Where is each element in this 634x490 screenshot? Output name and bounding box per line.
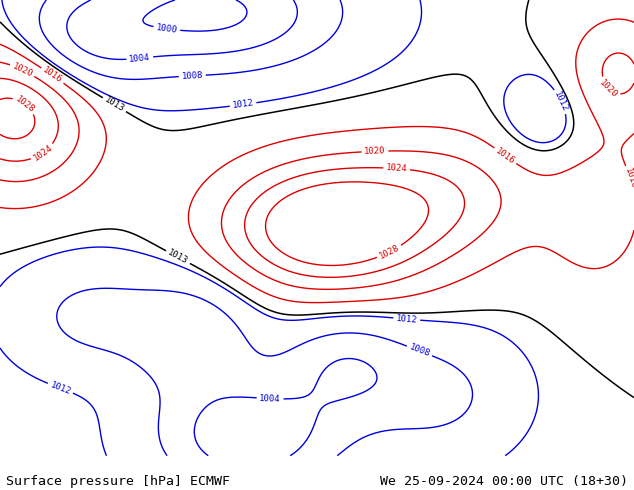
Text: 1008: 1008 [181, 71, 204, 81]
Text: 1020: 1020 [598, 78, 619, 99]
Text: 1024: 1024 [32, 143, 54, 163]
Text: 1012: 1012 [396, 314, 418, 324]
Text: Surface pressure [hPa] ECMWF: Surface pressure [hPa] ECMWF [6, 474, 230, 488]
Text: 1012: 1012 [232, 98, 254, 110]
Text: 1013: 1013 [103, 96, 126, 114]
Text: 1012: 1012 [552, 90, 570, 113]
Text: 1028: 1028 [13, 94, 36, 114]
Text: 1004: 1004 [259, 393, 281, 403]
Text: 1020: 1020 [11, 61, 34, 79]
Text: 1016: 1016 [41, 66, 64, 85]
Text: 1024: 1024 [385, 163, 408, 174]
Text: 1012: 1012 [49, 380, 72, 396]
Text: We 25-09-2024 00:00 UTC (18+30): We 25-09-2024 00:00 UTC (18+30) [380, 474, 628, 488]
Text: 1008: 1008 [408, 343, 431, 359]
Text: 1004: 1004 [129, 53, 151, 64]
Text: 1020: 1020 [364, 147, 386, 156]
Text: 1000: 1000 [155, 23, 178, 35]
Text: 1028: 1028 [378, 243, 401, 261]
Text: 1013: 1013 [166, 248, 190, 266]
Text: 1016: 1016 [623, 167, 634, 190]
Text: 1016: 1016 [494, 146, 517, 166]
